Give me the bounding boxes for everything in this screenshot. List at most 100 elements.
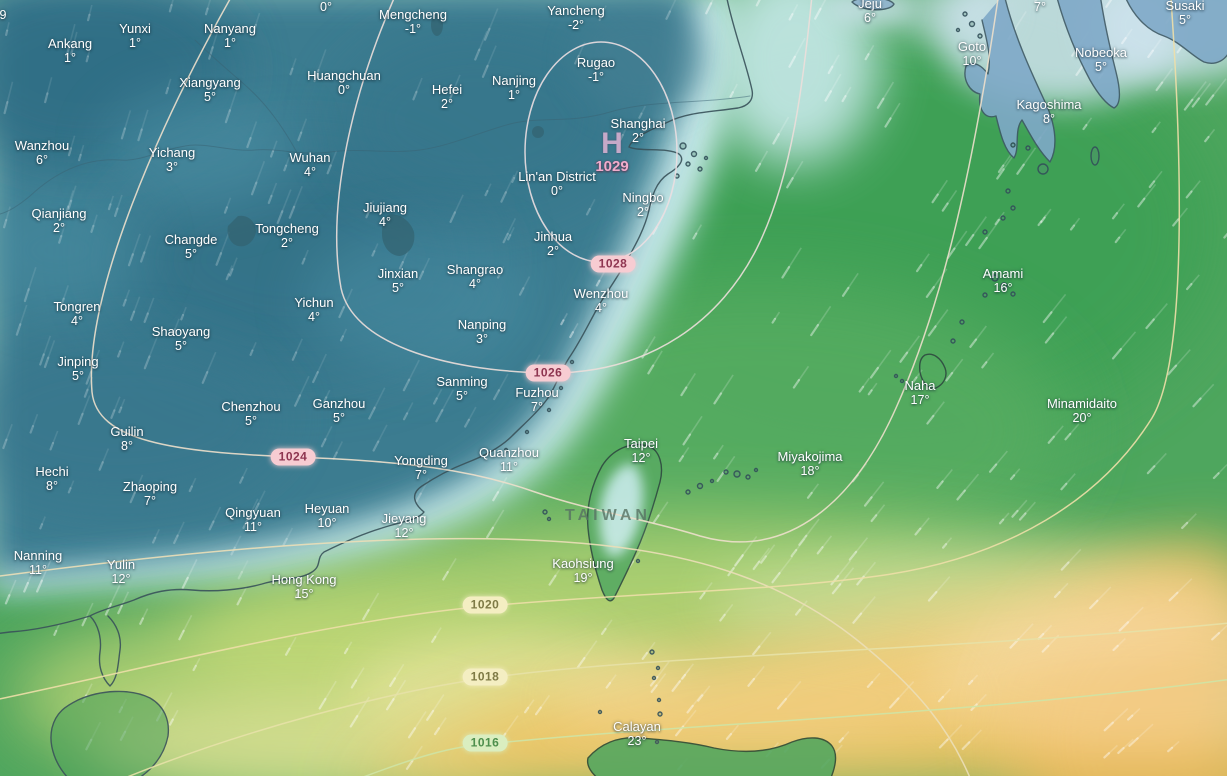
city-label[interactable]: Hong Kong 15°: [271, 572, 336, 602]
city-temperature: 4°: [304, 165, 316, 179]
isobar-label: 1024: [270, 448, 316, 466]
city-label[interactable]: Changde 5°: [165, 232, 218, 262]
city-label[interactable]: Shangrao 4°: [447, 262, 503, 292]
partial-temperature-label: 9: [0, 8, 7, 22]
city-label[interactable]: Wenzhou 4°: [574, 286, 629, 316]
city-temperature: 18°: [800, 464, 820, 478]
city-name: Nanyang: [203, 21, 257, 36]
city-label[interactable]: Naha 17°: [904, 378, 935, 408]
city-label[interactable]: Jinxian 5°: [378, 266, 418, 296]
city-temperature: 2°: [441, 97, 453, 111]
city-label[interactable]: Susaki 5°: [1165, 0, 1204, 28]
city-label[interactable]: Yunxi 1°: [119, 21, 151, 51]
city-label[interactable]: Miyakojima 18°: [777, 449, 842, 479]
city-name: Yongding: [394, 453, 448, 468]
city-label[interactable]: Wuhan 4°: [290, 150, 331, 180]
city-label[interactable]: Quanzhou 11°: [479, 445, 539, 475]
city-temperature: 7°: [531, 400, 543, 414]
city-label[interactable]: Tongren 4°: [54, 299, 101, 329]
city-label[interactable]: Guilin 8°: [110, 424, 143, 454]
city-label[interactable]: Jinping 5°: [57, 354, 98, 384]
city-label[interactable]: Nanping 3°: [458, 317, 506, 347]
city-label[interactable]: Jieyang 12°: [382, 511, 427, 541]
city-name: Jinhua: [533, 229, 573, 244]
china-coastline: [0, 0, 754, 634]
city-label[interactable]: Shaoyang 5°: [152, 324, 211, 354]
okinawa-island: [918, 353, 947, 389]
city-label[interactable]: Rugao -1°: [577, 55, 615, 85]
city-label[interactable]: Calayan 23°: [613, 719, 661, 749]
city-name: Chenzhou: [221, 399, 281, 414]
city-temperature: 0°: [338, 83, 350, 97]
isobar-label: 1016: [462, 734, 508, 752]
city-temperature: 5°: [1095, 60, 1107, 74]
city-name: Qianjiang: [31, 206, 87, 221]
taiwan-cold-interior: [599, 463, 644, 557]
city-label[interactable]: Sanming 5°: [436, 374, 487, 404]
city-label[interactable]: Kaohsiung 19°: [552, 556, 613, 586]
city-label[interactable]: Goto 10°: [958, 39, 986, 69]
city-label[interactable]: Wanzhou 6°: [15, 138, 69, 168]
city-temperature: 8°: [46, 479, 58, 493]
city-label[interactable]: Yulin 12°: [107, 557, 135, 587]
city-label[interactable]: Chenzhou 5°: [221, 399, 280, 429]
city-temperature: 12°: [631, 451, 651, 465]
city-temperature: 6°: [36, 153, 48, 167]
city-label[interactable]: Yancheng -2°: [547, 3, 605, 33]
leizhou-peninsula: [89, 615, 122, 687]
city-label[interactable]: Huangchuan 0°: [307, 68, 381, 98]
lakes: [227, 14, 544, 256]
city-label[interactable]: Fuzhou 7°: [515, 385, 558, 415]
city-label[interactable]: Taipei 12°: [624, 436, 658, 466]
city-label[interactable]: Lin'an District 0°: [518, 169, 596, 199]
city-label[interactable]: Nanyang 1°: [204, 21, 256, 51]
city-label[interactable]: Xiangyang 5°: [179, 75, 240, 105]
city-label[interactable]: Nobeoka 5°: [1075, 45, 1127, 75]
city-name: Nanping: [457, 317, 507, 332]
city-temperature: 11°: [29, 563, 47, 577]
city-label[interactable]: Yichang 3°: [149, 145, 196, 175]
city-label[interactable]: Mengcheng -1°: [379, 7, 447, 37]
city-label[interactable]: Hefei 2°: [432, 82, 462, 112]
city-label[interactable]: Qingyuan 11°: [225, 505, 281, 535]
city-label[interactable]: Qianjiang 2°: [32, 206, 87, 236]
city-name: Goto: [957, 39, 987, 54]
city-label[interactable]: Amami 16°: [983, 266, 1023, 296]
city-temperature: 8°: [121, 439, 133, 453]
city-label[interactable]: Nanjing 1°: [492, 73, 536, 103]
city-temperature: 1°: [64, 51, 76, 65]
city-label[interactable]: Jinhua 2°: [534, 229, 572, 259]
city-temperature: 1°: [129, 36, 141, 50]
city-temperature: 11°: [244, 520, 262, 534]
hainan-island: [50, 690, 170, 776]
city-label[interactable]: Minamidaito 20°: [1047, 396, 1117, 426]
city-label[interactable]: Jeju 6°: [858, 0, 882, 26]
city-name: Yancheng: [547, 3, 605, 18]
city-name: Yichun: [294, 295, 334, 310]
kyushu-east-coast: [1056, 0, 1121, 109]
city-temperature: 10°: [962, 54, 982, 68]
city-temperature: 5°: [204, 90, 216, 104]
city-label[interactable]: Jiujiang 4°: [363, 200, 407, 230]
city-temperature: 15°: [294, 587, 314, 601]
city-label[interactable]: Zhaoping 7°: [123, 479, 177, 509]
city-temperature: 5°: [1179, 13, 1191, 27]
city-label[interactable]: Shanghai 2°: [611, 116, 666, 146]
city-label[interactable]: Kagoshima 8°: [1016, 97, 1081, 127]
city-name: Xiangyang: [179, 75, 241, 90]
city-temperature: 5°: [333, 411, 345, 425]
city-label[interactable]: Tongcheng 2°: [255, 221, 319, 251]
city-label[interactable]: Ganzhou 5°: [313, 396, 366, 426]
city-label[interactable]: Heyuan 10°: [305, 501, 350, 531]
city-label[interactable]: Hechi 8°: [35, 464, 68, 494]
city-temperature: 20°: [1072, 411, 1092, 425]
city-name: Ningbo: [622, 190, 664, 205]
city-label[interactable]: Yichun 4°: [294, 295, 333, 325]
city-label[interactable]: Yongding 7°: [394, 453, 448, 483]
city-label[interactable]: Nanning 11°: [14, 548, 62, 578]
city-label[interactable]: Ankang 1°: [48, 36, 92, 66]
city-label[interactable]: Ningbo 2°: [622, 190, 663, 220]
